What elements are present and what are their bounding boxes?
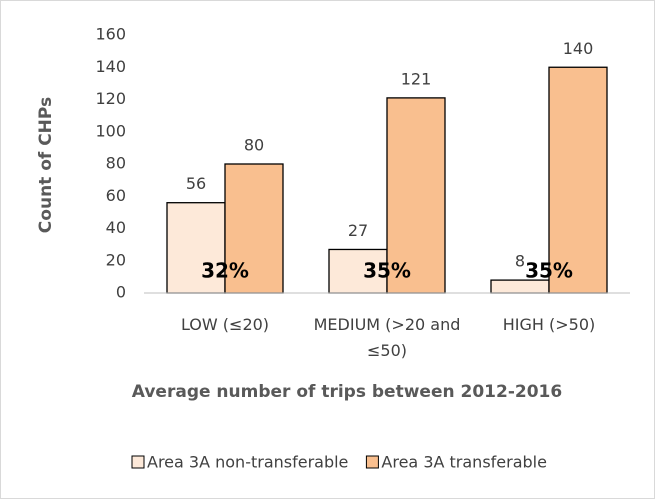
y-axis-title: Count of CHPs: [36, 97, 56, 233]
value-label: 80: [244, 136, 264, 155]
y-tick-label: 100: [95, 121, 126, 140]
y-tick-label: 80: [106, 154, 126, 173]
legend-label: Area 3A non-transferable: [147, 453, 348, 472]
bar: [166, 202, 226, 294]
x-tick-label: HIGH (>50): [502, 315, 596, 334]
bar: [224, 163, 284, 294]
value-label: 140: [563, 39, 594, 58]
value-label: 8: [515, 252, 525, 271]
value-label: 27: [348, 221, 368, 240]
x-tick-label: MEDIUM (>20 and ≤50): [313, 315, 461, 360]
y-tick-label: 160: [95, 25, 126, 44]
value-label: 121: [401, 69, 432, 88]
y-tick-label: 140: [95, 57, 126, 76]
y-tick-label: 0: [116, 283, 126, 302]
y-tick-label: 60: [106, 186, 126, 205]
x-axis-title: Average number of trips between 2012-201…: [132, 382, 562, 402]
legend-label: Area 3A transferable: [381, 453, 547, 472]
legend-swatch: [131, 455, 145, 469]
annotation: 32%: [201, 259, 249, 283]
value-label: 56: [186, 174, 206, 193]
y-tick-label: 40: [106, 218, 126, 237]
y-tick-label: 120: [95, 89, 126, 108]
legend-swatch: [365, 455, 379, 469]
annotation: 35%: [525, 259, 573, 283]
annotation: 35%: [363, 259, 411, 283]
x-tick-label: LOW (≤20): [180, 315, 270, 334]
y-tick-label: 20: [106, 250, 126, 269]
